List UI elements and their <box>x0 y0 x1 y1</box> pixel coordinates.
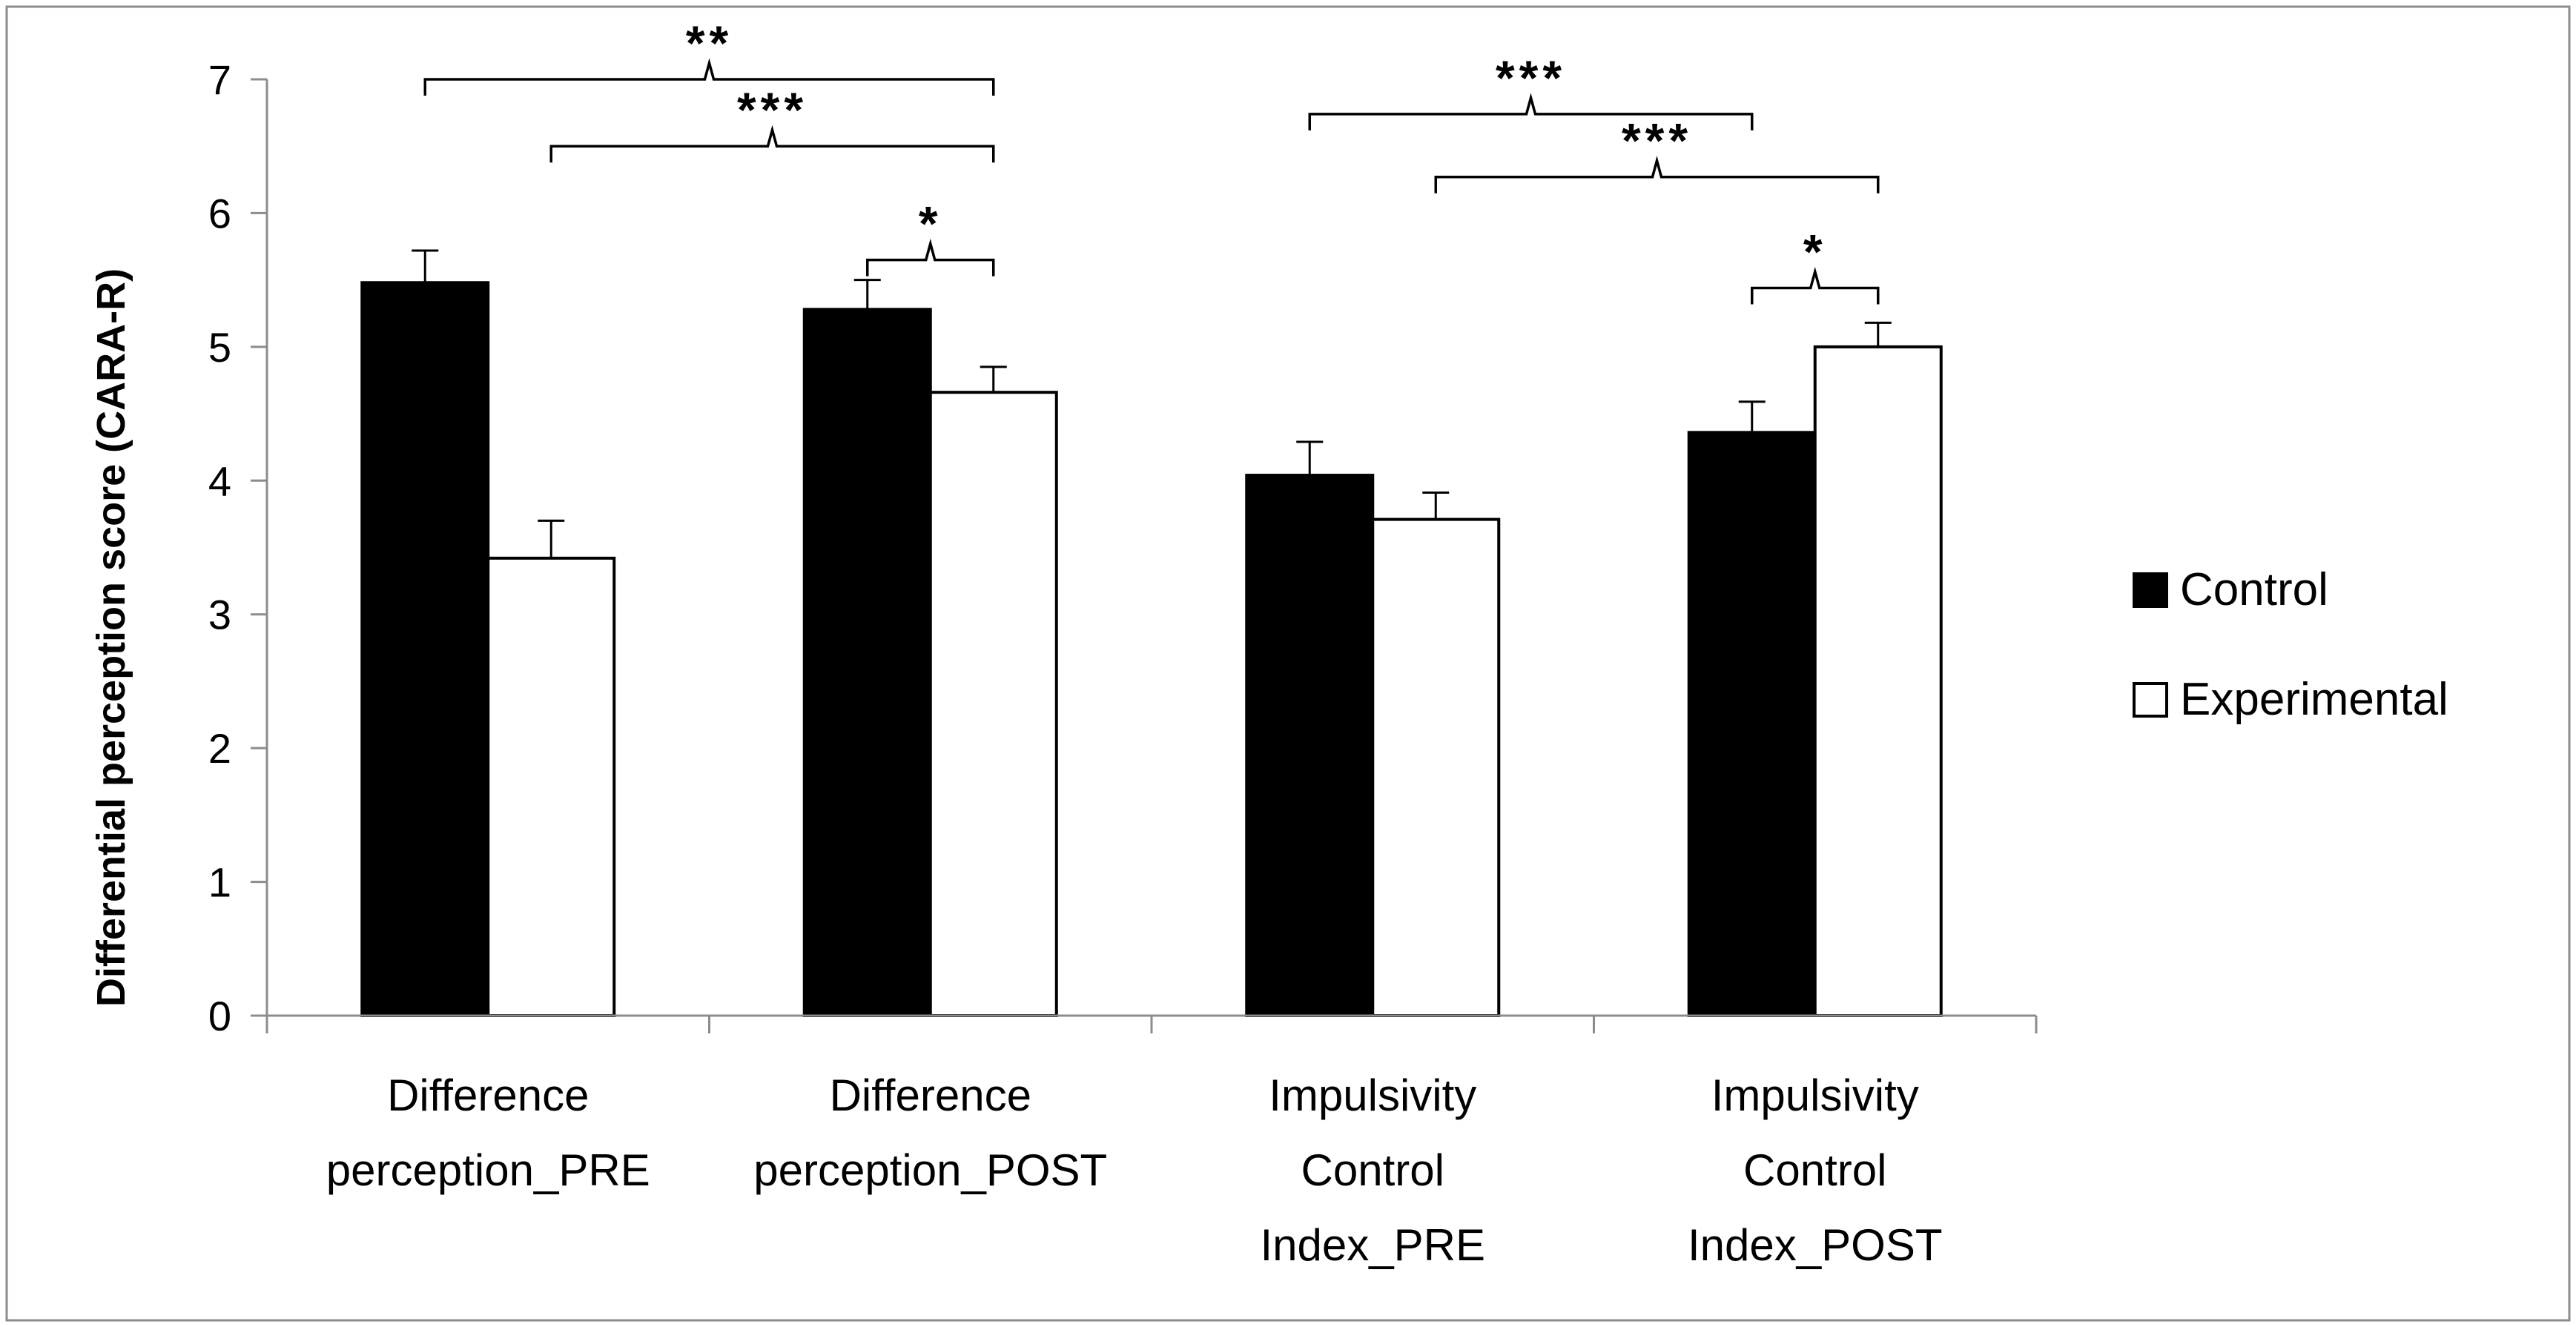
x-category-labels: Difference perception_PRE Difference percep… <box>326 1070 1943 1270</box>
y-tick-label: 6 <box>208 190 231 236</box>
legend-label-control: Control <box>2180 564 2328 615</box>
bar-control-1 <box>802 308 932 1017</box>
y-tick-label: 5 <box>208 324 231 371</box>
x-category-label: Difference perception_POST <box>753 1070 1107 1195</box>
y-tick-label: 4 <box>208 457 231 504</box>
significance-bracket <box>423 58 995 96</box>
y-axis-label: Differential perception score (CARA-R) <box>89 268 133 1007</box>
bar-experimental-3 <box>1813 345 1943 1018</box>
significance-label: * <box>1803 224 1827 279</box>
significance-bracket <box>1308 93 1754 130</box>
bar-control-3 <box>1687 431 1817 1017</box>
significance-bracket <box>549 125 995 163</box>
legend-swatch-control <box>2133 572 2168 608</box>
y-tick-label: 1 <box>208 859 231 906</box>
significance-bracket <box>1434 156 1880 193</box>
legend: Control Experimental <box>2133 564 2448 725</box>
bar-experimental-1 <box>928 391 1058 1017</box>
bar-experimental-0 <box>486 556 616 1017</box>
y-tick-label: 3 <box>208 592 231 638</box>
x-category-label: Impulsivity Control Index_PRE <box>1260 1070 1485 1270</box>
y-tick-label: 2 <box>208 725 231 772</box>
y-tick-labels: 0 1 2 3 4 5 6 7 <box>208 56 231 1039</box>
significance-label: *** <box>1622 113 1692 168</box>
bar-control-0 <box>360 281 490 1018</box>
bars-layer <box>360 281 1943 1018</box>
significance-label: * <box>919 196 942 251</box>
y-tick-label: 0 <box>208 993 231 1039</box>
significance-bracket <box>866 238 995 277</box>
x-category-label: Impulsivity Control Index_POST <box>1688 1070 1943 1270</box>
y-tick-label: 7 <box>208 56 231 103</box>
significance-label: ** <box>686 16 733 70</box>
significance-label: *** <box>1496 50 1566 105</box>
axes-layer <box>251 78 2038 1033</box>
significance-brackets: ************* <box>423 16 1880 305</box>
significance-bracket <box>1751 266 1880 305</box>
significance-label: *** <box>737 82 808 137</box>
legend-label-experimental: Experimental <box>2180 674 2448 725</box>
x-category-label: Difference perception_PRE <box>326 1070 650 1195</box>
bar-experimental-2 <box>1371 517 1501 1017</box>
legend-swatch-experimental <box>2133 682 2168 718</box>
bar-control-2 <box>1245 474 1375 1017</box>
